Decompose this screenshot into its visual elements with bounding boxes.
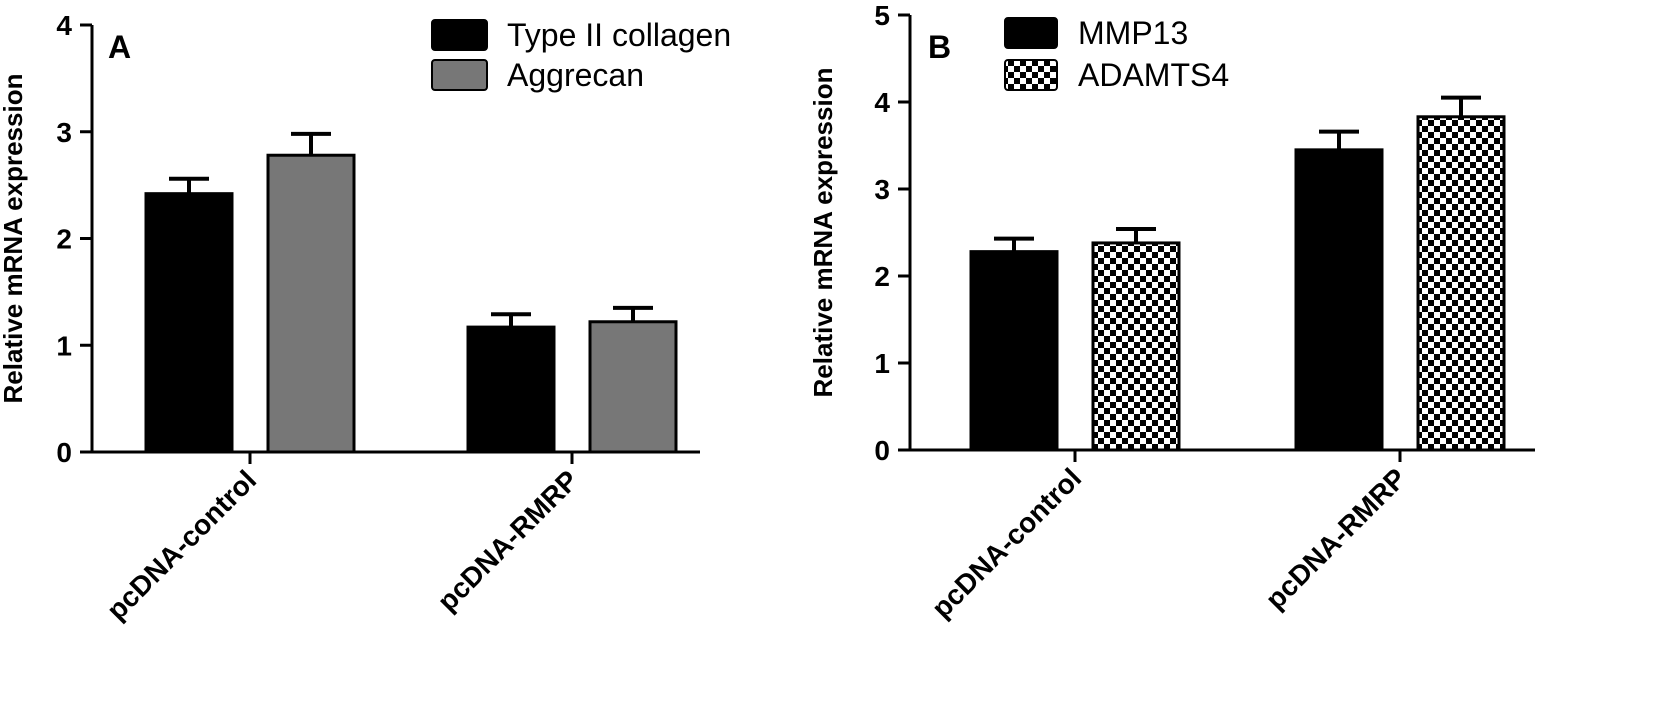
chart-2-bar [1091, 241, 1181, 452]
chart-1-legend-label: Aggrecan [507, 57, 644, 93]
chart-1-legend-swatch [431, 59, 488, 91]
chart-2-legend: MMP13 ADAMTS4 [1004, 15, 1229, 93]
chart-2-bar [969, 250, 1059, 452]
chart-1-panel-label: A [108, 29, 131, 65]
chart-2-y-tick-label: 5 [874, 0, 890, 31]
chart-2-panel-label: B [928, 29, 951, 65]
chart-1-y-tick-label: 4 [56, 10, 72, 41]
chart-2-y-tick-label: 0 [874, 435, 890, 466]
chart-1-y-axis-title: Relative mRNA expression [0, 74, 28, 404]
chart-2-bar [1416, 115, 1506, 452]
chart-2-bar [1294, 148, 1384, 452]
panel-b: 0 1 2 3 4 5 Relative mRNA expression BpcDNA-con… [808, 0, 1535, 624]
chart-2-y-tick-label: 1 [874, 348, 890, 379]
chart-1-bar [266, 153, 356, 454]
chart-1-legend: Type II collagen Aggrecan [431, 17, 731, 93]
chart-1-y-tick-label: 3 [56, 117, 72, 148]
chart-1-y-tick-label: 2 [56, 224, 72, 255]
chart-1-bar [466, 325, 556, 454]
chart-1-category-label: pcDNA-control [101, 464, 263, 626]
chart-1-category-label: pcDNA-RMRP [431, 464, 584, 617]
chart-1-bar [588, 320, 678, 454]
chart-2-legend-swatch [1004, 59, 1058, 91]
chart-2-category-label: pcDNA-control [926, 462, 1088, 624]
chart-1-y-tick-label: 0 [56, 437, 72, 468]
chart-1-legend-swatch [431, 19, 488, 51]
chart-2-y-tick-label: 3 [874, 174, 890, 205]
chart-2-y-tick-label: 4 [874, 87, 890, 118]
chart-1-legend-label: Type II collagen [507, 17, 731, 53]
chart-1-bar [144, 192, 234, 454]
chart-2-y-tick-label: 2 [874, 261, 890, 292]
chart-1-y-tick-label: 1 [56, 330, 72, 361]
panel-a: 0 1 2 3 4 Relative mRNA expression ApcDNA-cont… [0, 10, 731, 626]
chart-2-legend-label: ADAMTS4 [1078, 57, 1229, 93]
chart-2-legend-label: MMP13 [1078, 15, 1188, 51]
chart-2-y-axis-title: Relative mRNA expression [808, 68, 838, 398]
chart-2-legend-swatch [1004, 17, 1058, 49]
chart-2-category-label: pcDNA-RMRP [1259, 462, 1412, 615]
